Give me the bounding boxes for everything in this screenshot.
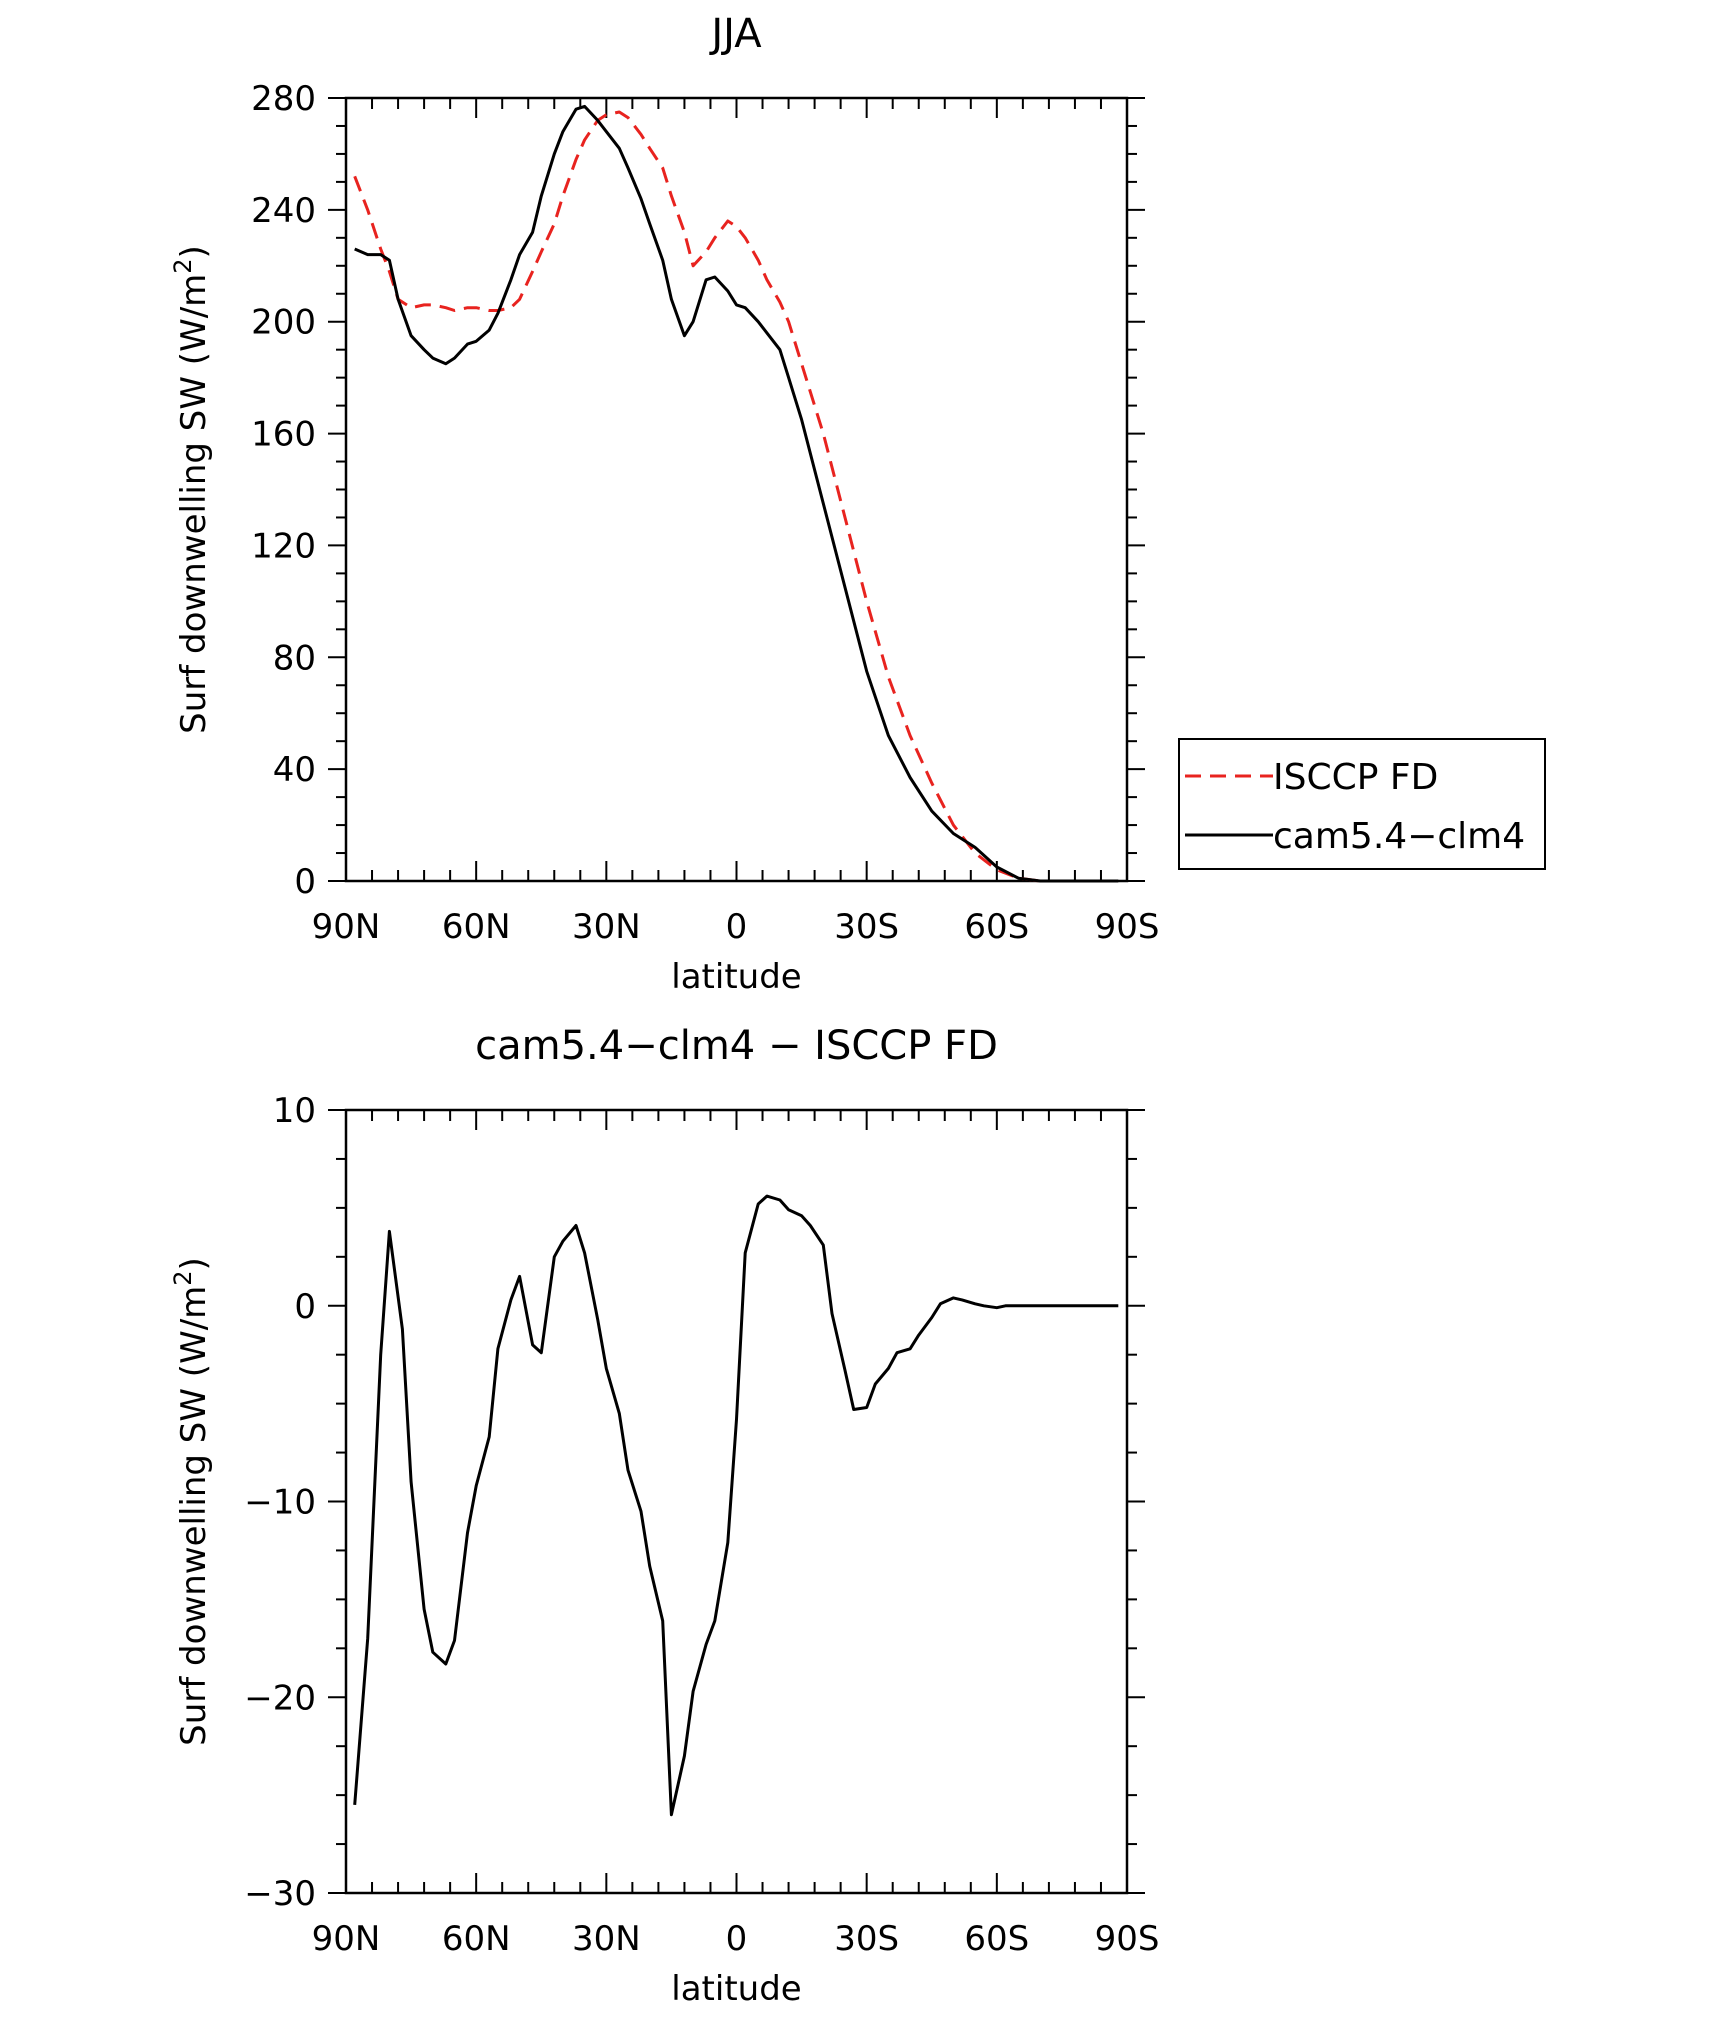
y-tick-label: 280: [251, 79, 316, 119]
legend-label-0: ISCCP FD: [1273, 757, 1438, 798]
chart-bottom-difference: cam5.4−clm4 − ISCCP FD 90N 60N 30N 0 30S 60S 90…: [169, 1023, 1159, 2009]
y-axis-label-close: ): [174, 1257, 214, 1270]
y-tick-label: 200: [251, 303, 316, 343]
plot-frame: [344, 1108, 1129, 1895]
y-tick-label: −30: [244, 1874, 316, 1914]
x-tick-label: 30S: [834, 907, 899, 947]
y-axis-label-main: Surf downwelling SW (W/m: [174, 1286, 214, 1746]
x-tick-label: 60S: [964, 1919, 1029, 1959]
y-axis-label: Surf downwelling SW (W/m2): [169, 245, 214, 734]
x-tick-label: 30N: [572, 907, 641, 947]
x-tick-label: 60N: [442, 1919, 511, 1959]
y-tick-label: 160: [251, 415, 316, 455]
chart-title: cam5.4−clm4 − ISCCP FD: [475, 1023, 998, 1069]
y-tick-label: 40: [273, 750, 316, 790]
y-axis-label-sup: 2: [169, 258, 197, 273]
y-tick-label: 120: [251, 526, 316, 566]
legend: ISCCP FD cam5.4−clm4: [1178, 738, 1546, 870]
x-axis-label: latitude: [671, 957, 801, 997]
y-tick-label: −20: [244, 1678, 316, 1718]
y-tick-label: 10: [273, 1091, 316, 1131]
y-tick-label: 240: [251, 191, 316, 231]
x-tick-label: 30S: [834, 1919, 899, 1959]
x-tick-label: 60N: [442, 907, 511, 947]
y-tick-label: 0: [294, 1287, 316, 1327]
chart-top-jja: JJA 90N 60N 30N 0 30S 60S 90S 0 40 80 120 160 200 240 2…: [169, 11, 1159, 997]
x-tick-label: 90S: [1095, 907, 1160, 947]
legend-box: [1178, 738, 1546, 870]
x-tick-label: 60S: [964, 907, 1029, 947]
plot-frame: [344, 96, 1129, 883]
legend-label-1: cam5.4−clm4: [1273, 816, 1525, 857]
x-tick-label: 0: [726, 907, 748, 947]
x-tick-label: 30N: [572, 1919, 641, 1959]
x-tick-label: 90N: [312, 907, 381, 947]
chart-title: JJA: [708, 11, 762, 57]
x-tick-label: 90S: [1095, 1919, 1160, 1959]
series-line-1-0: [353, 1194, 1119, 1817]
y-axis-label-sup: 2: [169, 1270, 197, 1285]
x-tick-label: 0: [726, 1919, 748, 1959]
y-tick-label: 80: [273, 638, 316, 678]
y-tick-label: −10: [244, 1483, 316, 1523]
series-line-0-1: [354, 104, 1119, 883]
x-tick-label: 90N: [312, 1919, 381, 1959]
y-axis-label-main: Surf downwelling SW (W/m: [174, 274, 214, 734]
y-axis-label-close: ): [174, 245, 214, 258]
y-axis-label: Surf downwelling SW (W/m2): [169, 1257, 214, 1746]
series-line-0-0: [353, 110, 1119, 883]
y-tick-label: 0: [294, 862, 316, 902]
x-axis-label: latitude: [671, 1969, 801, 2009]
